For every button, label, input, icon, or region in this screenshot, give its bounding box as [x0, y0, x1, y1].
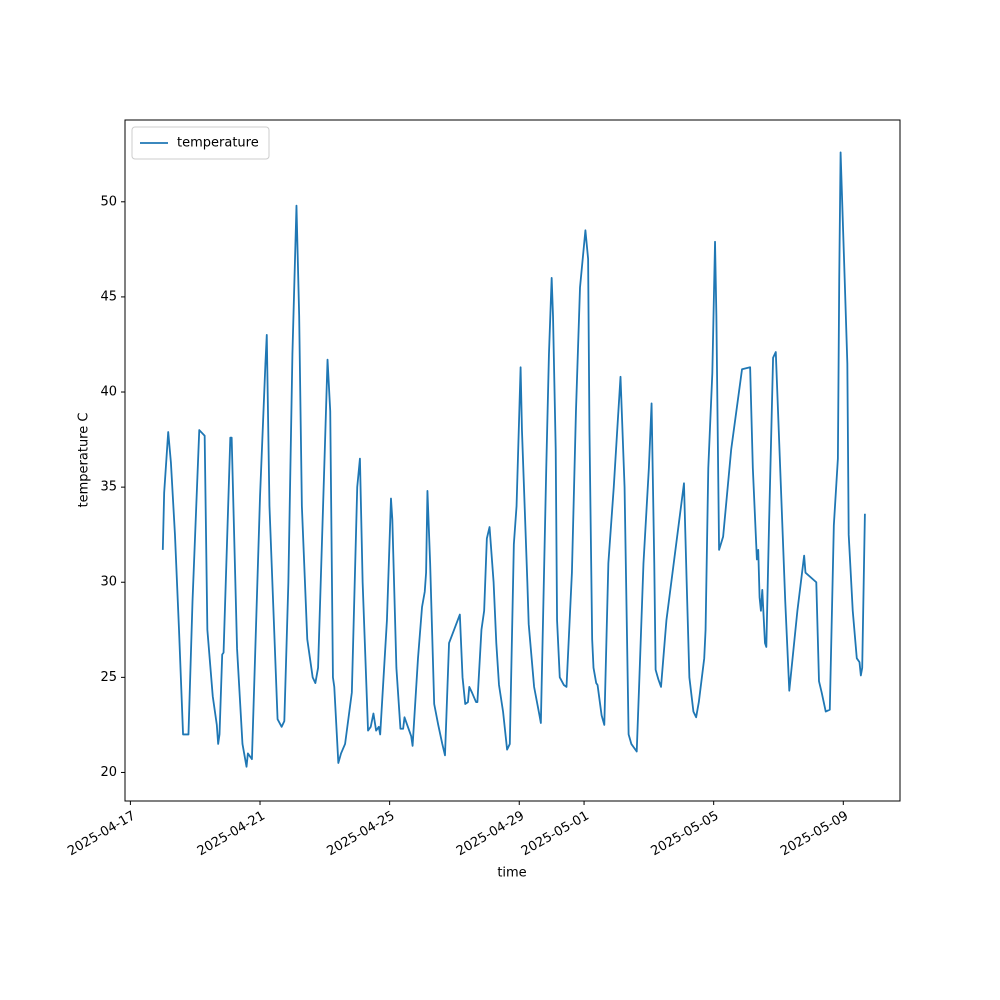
y-tick-label: 40 [100, 385, 117, 400]
legend-label: temperature [177, 136, 259, 151]
x-tick-label: 2025-05-09 [778, 809, 851, 860]
x-tick-label: 2025-05-05 [648, 809, 721, 860]
y-axis-label: temperature C [77, 413, 92, 508]
x-tick-label: 2025-04-29 [454, 809, 527, 860]
y-tick-label: 45 [100, 289, 117, 304]
plot-frame [124, 119, 901, 802]
y-tick-label: 30 [100, 575, 117, 590]
y-tick-label: 50 [100, 194, 117, 209]
x-tick-label: 2025-04-17 [65, 809, 138, 860]
line-series [161, 151, 866, 768]
x-tick-label: 2025-04-21 [195, 809, 268, 860]
x-tick-label: 2025-04-25 [324, 809, 397, 860]
x-tick-label: 2025-05-01 [519, 809, 592, 860]
legend-box [131, 126, 270, 160]
y-tick-label: 35 [100, 480, 117, 495]
x-axis-label: time [497, 866, 526, 881]
y-tick-label: 20 [100, 765, 117, 780]
y-tick-label: 25 [100, 670, 117, 685]
